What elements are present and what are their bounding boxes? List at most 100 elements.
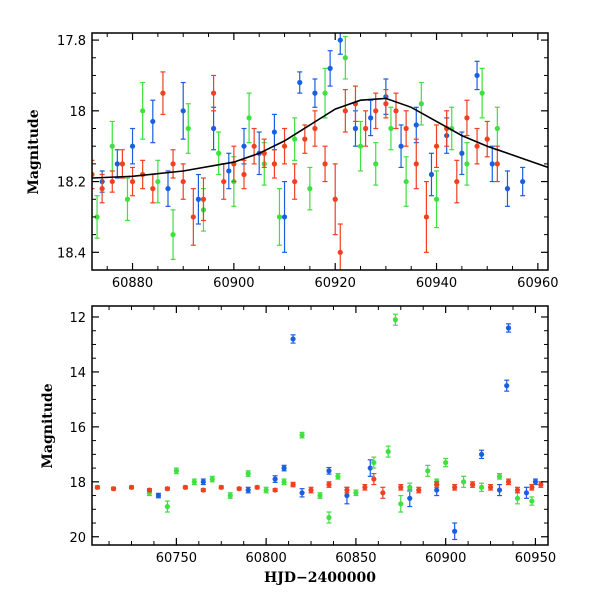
- bottom-red-point: [416, 487, 422, 493]
- bottom-red-point: [469, 481, 476, 488]
- bottom-green-point: [164, 503, 171, 510]
- top-blue-point: [281, 214, 288, 220]
- bottom-y-tick-label: 20: [69, 531, 86, 546]
- top-blue-point: [271, 129, 277, 135]
- top-red-point: [302, 136, 308, 142]
- top-panel: 60880 60900 60920 60940 6096017.81818.218.4 …: [26, 32, 559, 291]
- bottom-blue-point: [523, 490, 530, 496]
- top-red-point: [474, 143, 480, 149]
- bottom-red-point: [164, 486, 171, 492]
- top-blue-point: [129, 143, 136, 149]
- bottom-y-tick-label: 16: [69, 421, 86, 436]
- bottom-red-point: [200, 487, 206, 493]
- top-x-tick-label: 60960: [517, 276, 558, 291]
- bottom-red-point: [182, 484, 188, 490]
- top-green-point: [109, 143, 115, 149]
- top-blue-point: [114, 161, 120, 167]
- top-red-point: [119, 161, 125, 167]
- bottom-green-point: [299, 432, 305, 438]
- top-blue-point: [165, 186, 171, 192]
- top-red-point: [413, 161, 419, 167]
- top-model-curve: [92, 97, 548, 179]
- top-y-tick-label: 18.2: [57, 176, 86, 191]
- top-blue-point: [327, 65, 333, 71]
- top-red-point: [423, 214, 429, 220]
- bottom-red-point: [272, 487, 278, 493]
- bottom-blue-point: [407, 495, 413, 501]
- top-green-point: [307, 186, 313, 192]
- bottom-x-tick-label: 60900: [425, 551, 466, 566]
- top-green-point: [94, 214, 100, 220]
- bottom-green-point: [245, 470, 251, 477]
- bottom-red-point: [487, 484, 494, 490]
- bottom-green-point: [425, 468, 431, 474]
- bottom-blue-point: [505, 325, 512, 331]
- bottom-x-tick-label: 60950: [515, 551, 556, 566]
- top-blue-point: [180, 108, 186, 114]
- bottom-green-point: [514, 495, 521, 501]
- bottom-blue-point: [532, 479, 539, 485]
- top-red-point: [200, 196, 207, 202]
- top-blue-point: [520, 178, 526, 185]
- bottom-red-point: [326, 481, 332, 488]
- top-y-tick-label: 18: [69, 105, 86, 120]
- top-green-point: [373, 161, 379, 167]
- top-blue-point: [337, 37, 343, 43]
- bottom-green-point: [385, 448, 391, 455]
- bottom-red-point: [514, 487, 521, 493]
- top-blue-point: [504, 186, 511, 192]
- top-y-tick-label: 17.8: [57, 34, 86, 49]
- bottom-green-point: [263, 487, 269, 493]
- bottom-green-point: [317, 492, 323, 499]
- bottom-x-tick-label: 60800: [245, 551, 286, 566]
- top-x-tick-label: 60940: [416, 276, 457, 291]
- top-green-point: [155, 178, 161, 185]
- top-plot-frame: [91, 32, 549, 271]
- bottom-red-point: [128, 484, 135, 490]
- bottom-green-point: [173, 468, 179, 474]
- top-blue-point: [150, 118, 156, 125]
- bottom-blue-point: [434, 487, 440, 493]
- bottom-blue-point: [326, 468, 332, 474]
- top-red-point: [332, 196, 338, 202]
- bottom-red-point: [380, 490, 386, 496]
- top-green-point: [357, 143, 364, 149]
- bottom-red-point: [110, 486, 117, 492]
- top-red-point: [99, 186, 105, 192]
- top-green-point: [140, 108, 146, 114]
- top-y-axis-label: Magnitude: [26, 109, 42, 194]
- bottom-blue-point: [496, 487, 503, 493]
- bottom-red-point: [538, 481, 544, 488]
- top-blue-point: [312, 90, 318, 96]
- top-axis-ticks: 60880 60900 60920 60940 60960 17.8 18 18.2 18.4: [57, 33, 559, 291]
- top-red-point: [464, 115, 470, 121]
- top-blue-point: [489, 161, 495, 167]
- top-red-point: [337, 249, 343, 255]
- top-blue-point: [195, 196, 201, 202]
- bottom-green-point: [335, 473, 341, 479]
- bottom-x-tick-label: 60750: [156, 551, 197, 566]
- top-green-point: [246, 115, 252, 121]
- bottom-blue-point: [504, 383, 510, 389]
- top-green-point: [403, 178, 409, 185]
- top-y-tick-label: 18.4: [57, 246, 86, 261]
- top-red-point: [342, 108, 348, 114]
- bottom-y-tick-label: 18: [69, 476, 86, 491]
- top-green-point: [216, 150, 222, 156]
- top-green-point: [185, 125, 191, 132]
- bottom-green-point: [478, 484, 485, 490]
- top-blue-point: [413, 122, 419, 128]
- bottom-green-point: [461, 479, 467, 485]
- top-green-point: [479, 90, 485, 96]
- top-red-point: [322, 161, 328, 167]
- top-red-point: [373, 108, 379, 114]
- bottom-blue-point: [299, 490, 305, 496]
- top-red-point: [150, 186, 156, 192]
- bottom-plot-frame: [91, 305, 549, 546]
- bottom-green-point: [398, 501, 404, 507]
- bottom-green-point: [371, 459, 377, 466]
- top-red-point: [129, 178, 136, 185]
- bottom-y-tick-label: 14: [69, 366, 86, 381]
- bottom-red-point: [529, 484, 535, 490]
- bottom-blue-point: [281, 465, 287, 471]
